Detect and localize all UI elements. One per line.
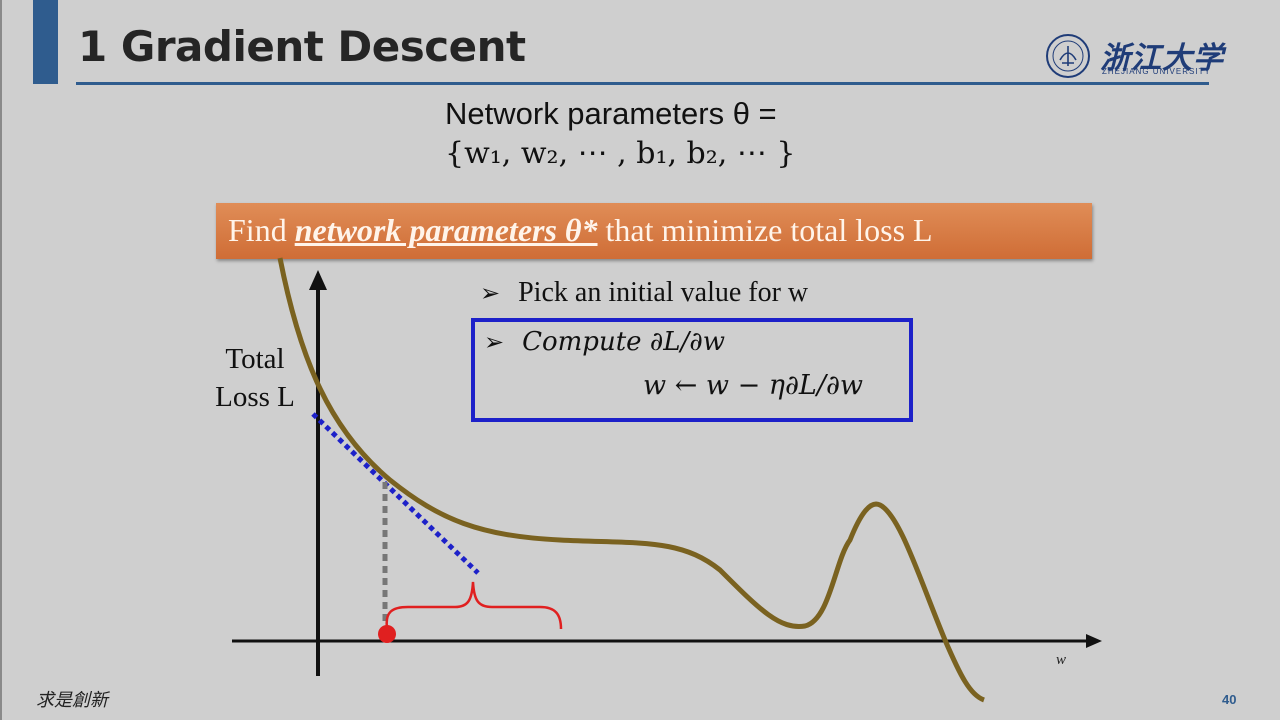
bullet-pick-initial: ➢ Pick an initial value for w xyxy=(480,277,808,309)
logo-english-name: ZHEJIANG UNIVERSITY xyxy=(1102,67,1211,76)
logo-chinese-name: 浙江大学 xyxy=(1100,41,1224,76)
initial-point-marker xyxy=(378,625,396,643)
tangent-line xyxy=(311,412,480,575)
network-parameters-definition: Network parameters θ = {w₁, w₂, ⋯ , b₁, … xyxy=(445,94,865,174)
title-underline xyxy=(76,82,1209,85)
banner-prefix: Find xyxy=(228,212,295,248)
bullet-compute-text: Compute ∂L/∂w xyxy=(522,327,725,357)
update-rule: w ← w − η∂L/∂w xyxy=(643,370,864,401)
objective-text: Find network parameters θ* that minimize… xyxy=(228,212,933,249)
zju-logo xyxy=(1046,34,1090,78)
y-axis-label-line1: Total xyxy=(225,343,285,375)
slide-title: 1 Gradient Descent xyxy=(78,22,526,71)
y-axis-arrow-icon xyxy=(309,270,327,290)
step-brace xyxy=(385,581,563,630)
x-axis-label: w xyxy=(1056,652,1067,668)
bullet-arrow-icon: ➢ xyxy=(480,281,501,307)
title-accent-bar xyxy=(33,0,58,84)
banner-emphasis: network parameters θ* xyxy=(294,212,598,248)
parameters-line-2: {w₁, w₂, ⋯ , b₁, b₂, ⋯ } xyxy=(445,136,796,171)
page-number: 40 xyxy=(1222,692,1237,707)
y-axis-label: Total Loss L xyxy=(210,340,300,416)
loss-curve xyxy=(277,257,986,703)
zju-seal-icon xyxy=(1046,34,1090,78)
left-edge-line xyxy=(0,0,2,720)
footer-motto: 求是創新 xyxy=(36,690,108,711)
bullet-compute: ➢ Compute ∂L/∂w xyxy=(484,326,725,358)
banner-suffix: that minimize total loss L xyxy=(597,212,933,248)
x-axis-arrow-icon xyxy=(1086,634,1102,648)
y-axis-label-line2: Loss L xyxy=(215,381,295,413)
bullet-arrow-icon: ➢ xyxy=(484,330,505,356)
compute-gradient-box xyxy=(471,318,913,422)
bullet-pick-text: Pick an initial value for w xyxy=(518,277,809,308)
objective-banner: Find network parameters θ* that minimize… xyxy=(216,203,1092,259)
parameters-line-1: Network parameters θ = xyxy=(445,96,777,131)
